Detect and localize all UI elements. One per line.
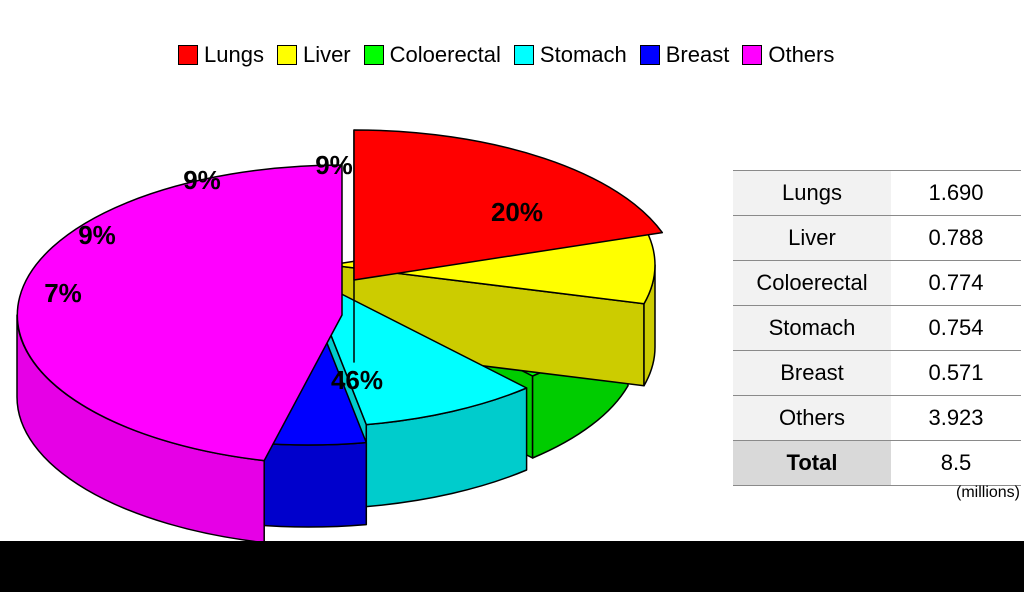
pie-slice-stomach <box>307 276 528 426</box>
pie-plot-area: 20% 9% 9% 9% 7% 46% <box>16 129 664 541</box>
data-label-stomach: 9% <box>78 220 116 250</box>
legend-item-stomach: Stomach <box>513 42 627 68</box>
table-total-value: 8.5 <box>891 440 1021 486</box>
table-cell-category: Others <box>733 395 891 441</box>
legend-label-breast: Breast <box>665 42 730 67</box>
table-units-note: (millions) <box>956 484 1020 501</box>
table-cell-value: 0.754 <box>891 305 1021 351</box>
legend-label-others: Others <box>768 42 835 67</box>
table-cell-category: Stomach <box>733 305 891 351</box>
table-cell-value: 3.923 <box>891 395 1021 441</box>
data-table: Lungs 1.690 Liver 0.788 Coloerectal 0.77… <box>733 170 1021 486</box>
legend-swatch-others <box>742 45 763 65</box>
table-row: Stomach 0.754 <box>733 305 1021 351</box>
legend-label-stomach: Stomach <box>539 42 627 67</box>
legend-swatch-stomach <box>513 45 534 65</box>
legend-item-others: Others <box>742 42 834 68</box>
table-cell-value: 0.774 <box>891 260 1021 306</box>
table-cell-category: Breast <box>733 350 891 396</box>
table-row: Others 3.923 <box>733 395 1021 441</box>
data-label-breast: 7% <box>44 278 82 308</box>
table-cell-category: Coloerectal <box>733 260 891 306</box>
legend-item-lungs: Lungs <box>178 42 264 68</box>
table-total-label: Total <box>733 440 891 486</box>
legend-item-coloerectal: Coloerectal <box>363 42 501 68</box>
table-row: Liver 0.788 <box>733 215 1021 261</box>
legend-item-breast: Breast <box>639 42 730 68</box>
pie-slice-others <box>16 164 343 462</box>
table-cell-value: 0.788 <box>891 215 1021 261</box>
data-label-liver: 9% <box>315 150 353 180</box>
table-total-row: Total 8.5 <box>733 440 1021 486</box>
legend-item-liver: Liver <box>276 42 351 68</box>
data-label-others: 46% <box>331 365 383 395</box>
legend-swatch-breast <box>639 45 660 65</box>
table-cell-category: Liver <box>733 215 891 261</box>
data-label-coloerectal: 9% <box>183 165 221 195</box>
table-cell-value: 1.690 <box>891 170 1021 216</box>
pie-slice-lungs <box>353 129 664 281</box>
legend-swatch-lungs <box>178 45 198 65</box>
legend-label-lungs: Lungs <box>204 42 264 67</box>
table-cell-value: 0.571 <box>891 350 1021 396</box>
table-row: Coloerectal 0.774 <box>733 260 1021 306</box>
legend-swatch-coloerectal <box>363 45 384 65</box>
table-row: Lungs 1.690 <box>733 170 1021 216</box>
chart-legend: Lungs Liver Coloerectal Stomach Breast O… <box>178 42 847 68</box>
bottom-bar <box>0 541 1024 592</box>
legend-swatch-liver <box>276 45 297 65</box>
legend-label-coloerectal: Coloerectal <box>389 42 501 67</box>
legend-label-liver: Liver <box>302 42 351 67</box>
data-label-lungs: 20% <box>491 197 543 227</box>
table-cell-category: Lungs <box>733 170 891 216</box>
table-row: Breast 0.571 <box>733 350 1021 396</box>
